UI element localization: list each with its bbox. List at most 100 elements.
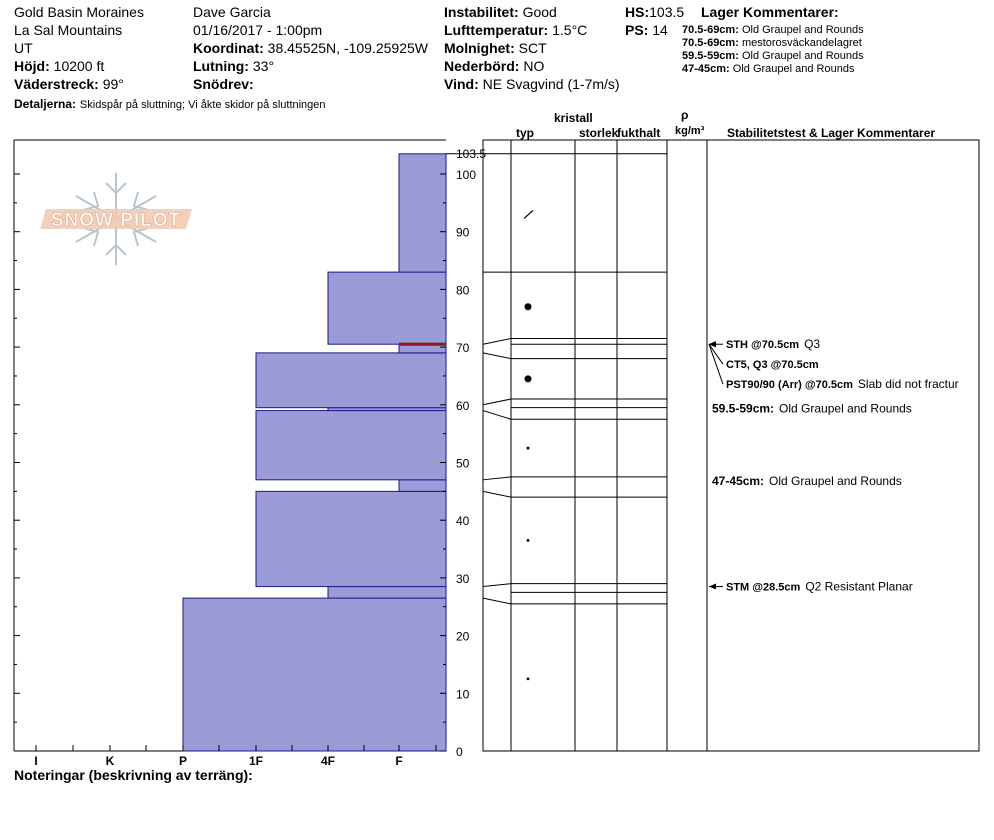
header-typ: typ — [516, 126, 534, 140]
sky-value: SCT — [518, 40, 547, 56]
hardness-bar — [398, 479, 447, 492]
layer-link-line — [482, 352, 512, 360]
coordinate-row: Koordinat: 38.45525N, -109.25925W — [193, 40, 428, 56]
y-tick-label: 20 — [456, 630, 470, 644]
layer-note: 59.5-59cm: Old Graupel and Rounds — [712, 402, 912, 416]
sky-row: Molnighet: SCT — [444, 40, 547, 56]
elevation-row: Höjd: 10200 ft — [14, 58, 104, 74]
layer-comment-line: 47-45cm: Old Graupel and Rounds — [682, 63, 854, 76]
test-comment: Slab did not fractur — [858, 377, 959, 391]
range-name: La Sal Mountains — [14, 22, 123, 38]
hardness-bar — [255, 490, 447, 588]
test-arrow-icon — [709, 583, 716, 590]
grain-small-dot-icon — [526, 538, 530, 542]
profile-table-frame — [482, 139, 980, 752]
layer-link-line — [482, 398, 512, 406]
layer-link-line — [482, 597, 512, 605]
test-code: STH @70.5cm — [726, 339, 799, 351]
slope-row: Lutning: 33° — [193, 58, 274, 74]
elevation-label: Höjd: — [14, 58, 50, 74]
hs-row: HS:103.5 — [625, 4, 684, 20]
wind-row: Vind: NE Svagvind (1-7m/s) — [444, 76, 620, 92]
layer-note-comment: Old Graupel and Rounds — [769, 474, 902, 488]
slope-label: Lutning: — [193, 58, 249, 74]
aspect-row: Väderstreck: 99° — [14, 76, 124, 92]
y-tick-label: 60 — [456, 399, 470, 413]
grain-slash-icon — [523, 209, 534, 219]
y-tick-label: 30 — [456, 572, 470, 586]
airtemp-row: Lufttemperatur: 1.5°C — [444, 22, 587, 38]
stability-value: Good — [522, 4, 557, 20]
precip-value: NO — [523, 58, 545, 74]
elevation-value: 10200 ft — [53, 58, 105, 74]
layer-note: 47-45cm: Old Graupel and Rounds — [712, 474, 902, 488]
y-tick-label: 10 — [456, 687, 470, 701]
observer-name: Dave Garcia — [193, 4, 271, 20]
location-name: Gold Basin Moraines — [14, 4, 144, 20]
test-code: STM @28.5cm — [726, 582, 801, 594]
test-code: PST90/90 (Arr) @70.5cm — [726, 379, 853, 391]
x-tick-label: 4F — [321, 754, 335, 768]
sky-label: Molnighet: — [444, 40, 515, 56]
hardness-bar — [327, 271, 447, 345]
x-tick-label: K — [106, 754, 115, 768]
aspect-value: 99° — [102, 76, 124, 92]
test-arrow-line — [708, 344, 724, 385]
coordinate-value: 38.45525N, -109.25925W — [267, 40, 428, 56]
ps-row: PS: 14 — [625, 22, 668, 38]
layer-comment-line: 70.5-69cm: Old Graupel and Rounds — [682, 24, 864, 37]
layer-link-line — [482, 490, 512, 498]
test-arrow-line — [708, 343, 724, 365]
header-kristall: kristall — [554, 111, 593, 125]
hs-label: HS: — [625, 4, 650, 20]
layer-comment-text: mestorosväckandelagret — [741, 37, 862, 49]
layer-comment-line: 59.5-59cm: Old Graupel and Rounds — [682, 50, 864, 63]
layer-comment-text: Old Graupel and Rounds — [732, 63, 855, 75]
grain-large-dot-icon — [524, 375, 532, 383]
hardness-bar — [255, 352, 447, 409]
hardness-bar — [255, 410, 447, 481]
airtemp-label: Lufttemperatur: — [444, 22, 549, 38]
test-label: STH @70.5cm Q3 — [726, 337, 820, 351]
y-tick-label: 50 — [456, 457, 470, 471]
y-tick-label: 100 — [456, 168, 476, 182]
precip-label: Nederbörd: — [444, 58, 520, 74]
grain-large-dot-icon — [524, 303, 532, 311]
aspect-label: Väderstreck: — [14, 76, 99, 92]
ps-value: 14 — [652, 22, 668, 38]
y-tick-label: 90 — [456, 226, 470, 240]
layer-comment-range: 47-45cm: — [682, 63, 730, 75]
hardness-bar — [398, 153, 447, 273]
x-tick-label: F — [395, 754, 402, 768]
layer-comment-range: 70.5-69cm: — [682, 24, 739, 36]
layer-comment-text: Old Graupel and Rounds — [741, 50, 864, 62]
x-tick-label: P — [179, 754, 187, 768]
layer-link-line — [482, 476, 512, 481]
test-comment: Q3 — [804, 337, 820, 351]
header-density-unit: kg/m³ — [675, 125, 705, 137]
layer-note-comment: Old Graupel and Rounds — [779, 402, 912, 416]
layer-link-line — [482, 410, 512, 420]
y-tick-label: 40 — [456, 514, 470, 528]
layer-link-line — [482, 583, 512, 588]
y-tick-label: 0 — [456, 745, 463, 759]
test-arrow-icon — [709, 341, 716, 348]
y-tick-label: 80 — [456, 283, 470, 297]
x-tick-label: 1F — [249, 754, 263, 768]
test-label: STM @28.5cm Q2 Resistant Planar — [726, 580, 913, 594]
test-code: CT5, Q3 @70.5cm — [726, 359, 819, 371]
snowpilot-logo: SNOW PILOT — [40, 173, 192, 265]
stability-row: Instabilitet: Good — [444, 4, 557, 20]
airtemp-value: 1.5°C — [552, 22, 588, 38]
notes-label: Noteringar (beskrivning av terräng): — [14, 767, 253, 783]
drift-row: Snödrev: — [193, 76, 254, 92]
ps-label: PS: — [625, 22, 649, 38]
test-comment: Q2 Resistant Planar — [805, 580, 912, 594]
layer-comment-range: 59.5-59cm: — [682, 50, 739, 62]
observation-datetime: 01/16/2017 - 1:00pm — [193, 22, 323, 38]
details-label: Detaljerna: — [14, 97, 77, 111]
y-tick-label: 70 — [456, 341, 470, 355]
hs-value: 103.5 — [649, 4, 685, 20]
layer-note-range: 47-45cm: — [712, 474, 764, 488]
